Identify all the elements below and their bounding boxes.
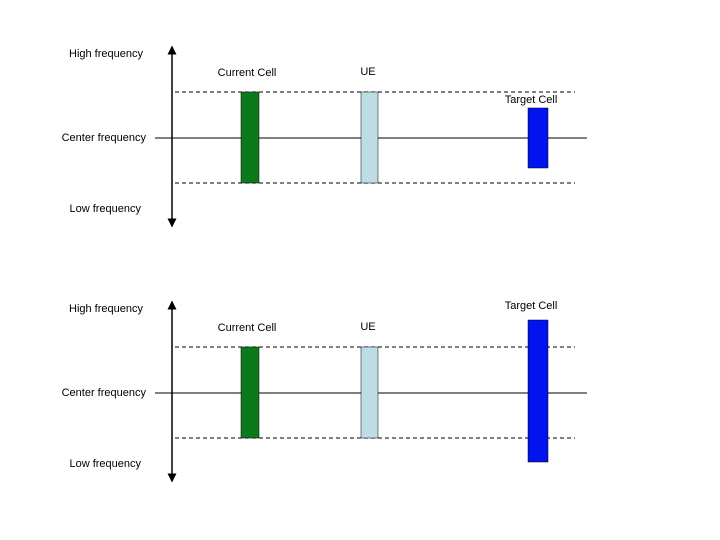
diagram-top: High frequency Center frequency Low freq… bbox=[62, 45, 587, 228]
ue-bar bbox=[360, 346, 379, 439]
ue-label: UE bbox=[360, 66, 375, 78]
ue-bar bbox=[360, 91, 379, 184]
target-cell-label: Target Cell bbox=[505, 300, 558, 312]
axis-center-label: Center frequency bbox=[62, 387, 147, 399]
current-cell-bar bbox=[240, 91, 260, 184]
axis-high-label: High frequency bbox=[69, 48, 143, 60]
axis-high-label: High frequency bbox=[69, 303, 143, 315]
axis-low-label: Low frequency bbox=[69, 203, 141, 215]
axis-low-label: Low frequency bbox=[69, 458, 141, 470]
ue-label: UE bbox=[360, 321, 375, 333]
current-cell-label: Current Cell bbox=[218, 322, 277, 334]
axis-center-label: Center frequency bbox=[62, 132, 147, 144]
target-cell-bar bbox=[527, 319, 549, 463]
current-cell-bar bbox=[240, 346, 260, 439]
target-cell-label: Target Cell bbox=[505, 94, 558, 106]
diagram-bottom: High frequency Center frequency Low freq… bbox=[62, 300, 587, 483]
target-cell-bar bbox=[527, 107, 549, 169]
current-cell-label: Current Cell bbox=[218, 67, 277, 79]
